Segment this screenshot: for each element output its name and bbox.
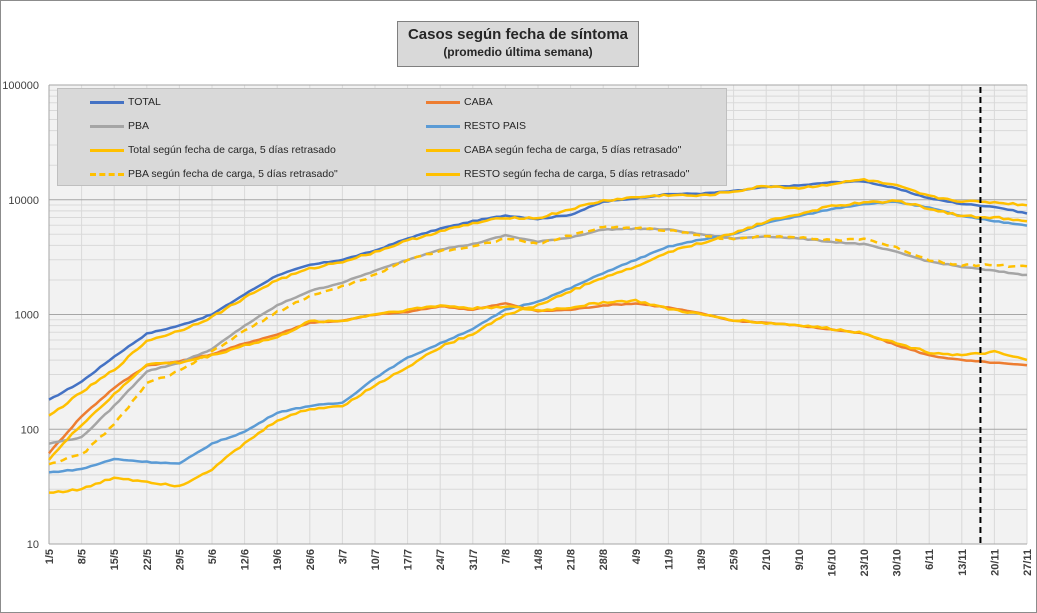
x-tick-label: 14/8: [533, 549, 545, 570]
series-line: [48, 227, 1028, 445]
legend-swatch: [90, 148, 124, 152]
legend-label: PBA según fecha de carga, 5 días retrasa…: [128, 168, 338, 180]
x-tick-label: 10/7: [370, 549, 382, 570]
y-tick-label: 100: [21, 424, 39, 436]
chart-title: Casos según fecha de síntoma: [407, 26, 629, 43]
x-tick-label: 15/5: [109, 549, 121, 570]
legend-item: CABA: [426, 93, 493, 111]
series-line: [48, 200, 1028, 474]
x-tick-label: 16/10: [826, 549, 838, 577]
x-tick-label: 12/6: [240, 549, 252, 570]
x-tick-label: 20/11: [989, 549, 1001, 576]
y-tick-label: 1000: [15, 310, 39, 322]
legend-item: PBA: [90, 117, 149, 135]
chart-subtitle: (promedio última semana): [443, 45, 593, 59]
x-tick-label: 13/11: [957, 549, 969, 576]
x-tick-label: 17/7: [403, 549, 415, 570]
x-tick-label: 11/9: [663, 549, 675, 570]
x-tick-label: 21/8: [566, 549, 578, 570]
x-tick-label: 6/11: [924, 549, 936, 570]
legend-label: PBA: [128, 120, 150, 132]
x-tick-label: 1/5: [44, 549, 56, 564]
x-tick-label: 31/7: [468, 549, 480, 570]
legend-item: Total según fecha de carga, 5 días retra…: [90, 141, 336, 159]
x-tick-label: 25/9: [729, 549, 741, 570]
legend-swatch: [426, 172, 460, 176]
legend: TOTAL CABA PBA RESTO PAIS Total según fecha …: [57, 88, 727, 186]
x-tick-label: 9/10: [794, 549, 806, 570]
x-tick-label: 4/9: [631, 549, 643, 564]
legend-item: RESTO PAIS: [426, 117, 526, 135]
legend-swatch: [426, 124, 460, 128]
x-tick-label: 7/8: [500, 549, 512, 564]
y-tick-label: 10: [27, 539, 39, 551]
x-axis-ticks: 1/5 8/5 15/5 22/5 29/5 5/6 12/6 19/6 26/6 3/7 10/7…: [44, 549, 1034, 577]
legend-label: CABA: [464, 96, 493, 108]
y-axis-ticks: 10 100 1000 10000 100000: [2, 80, 39, 551]
legend-item: PBA según fecha de carga, 5 días retrasa…: [90, 165, 338, 183]
x-tick-label: 3/7: [337, 549, 349, 564]
y-tick-label: 10000: [8, 195, 39, 207]
legend-swatch: [90, 100, 124, 104]
series-line: [49, 199, 1028, 494]
x-tick-label: 30/10: [892, 549, 904, 577]
legend-label: TOTAL: [128, 96, 161, 108]
legend-item: TOTAL: [90, 93, 161, 111]
series-line: [48, 298, 1028, 461]
series-line: [48, 177, 1028, 417]
x-tick-label: 29/5: [174, 549, 186, 570]
x-tick-label: 18/9: [696, 549, 708, 570]
legend-label: RESTO PAIS: [464, 120, 527, 132]
legend-swatch: [426, 148, 460, 152]
x-tick-label: 24/7: [435, 549, 447, 570]
series-line: [48, 225, 1028, 466]
x-tick-label: 27/11: [1022, 549, 1034, 576]
legend-label: RESTO según fecha de carga, 5 días retra…: [464, 168, 690, 180]
legend-item: RESTO según fecha de carga, 5 días retra…: [426, 165, 689, 183]
legend-swatch: [90, 124, 124, 128]
x-tick-label: 28/8: [598, 549, 610, 570]
legend-item: CABA según fecha de carga, 5 días retras…: [426, 141, 681, 159]
series-layer: [48, 177, 1028, 494]
y-tick-label: 100000: [2, 80, 39, 92]
legend-label: CABA según fecha de carga, 5 días retras…: [464, 144, 682, 156]
x-tick-label: 5/6: [207, 549, 219, 564]
legend-swatch: [90, 172, 124, 176]
chart-title-box: Casos según fecha de síntoma (promedio ú…: [397, 21, 639, 67]
x-tick-label: 26/6: [305, 549, 317, 570]
x-tick-label: 8/5: [77, 549, 89, 564]
x-tick-label: 23/10: [859, 549, 871, 577]
x-tick-label: 22/5: [142, 549, 154, 570]
legend-label: Total según fecha de carga, 5 días retra…: [128, 144, 336, 156]
x-tick-label: 2/10: [761, 549, 773, 570]
legend-swatch: [426, 100, 460, 104]
x-tick-label: 19/6: [272, 549, 284, 570]
